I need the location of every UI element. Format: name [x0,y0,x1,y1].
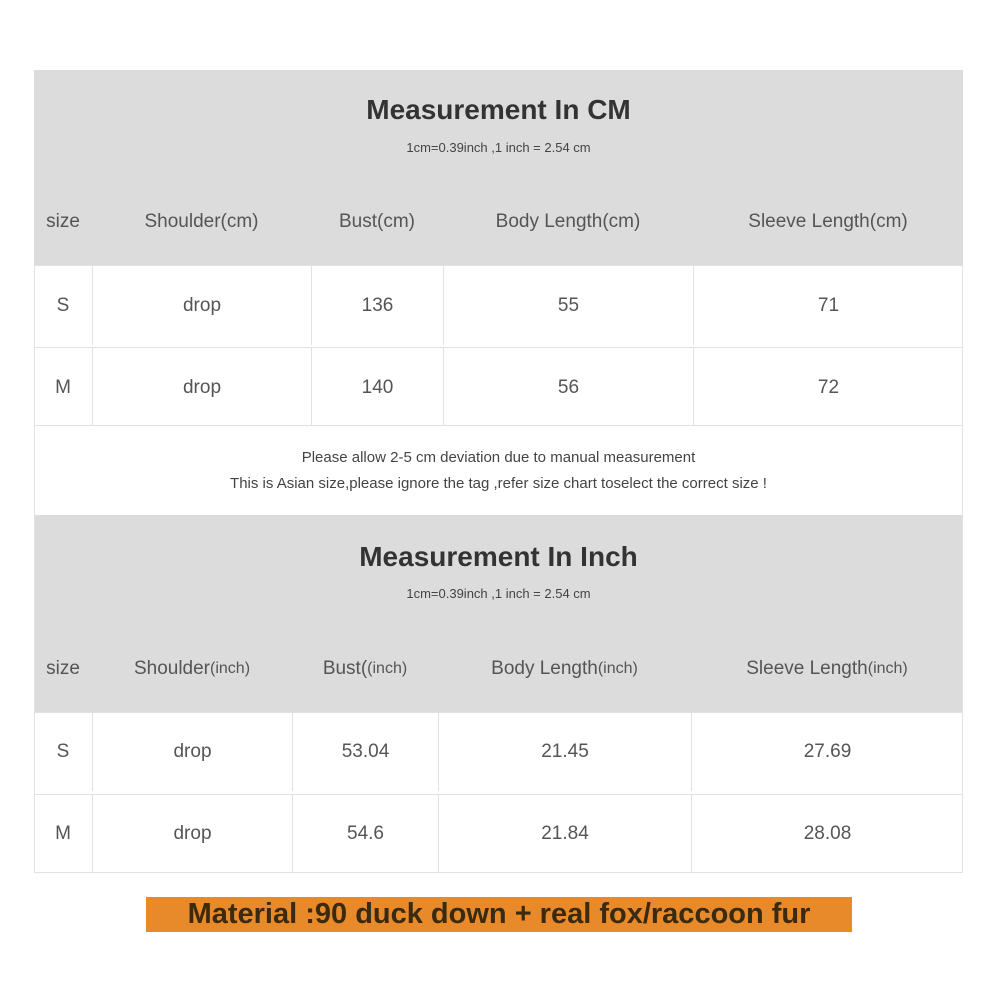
header-unit: (inch) [597,660,638,677]
header-unit: (inch) [367,660,408,677]
cell-sleeve-length: 28.08 [691,795,963,873]
cell-bust: 53.04 [292,713,438,791]
header-label: Sleeve Length(cm) [748,211,908,232]
header-size: size [34,649,92,689]
header-shoulder: Shoulder (inch) [92,649,292,689]
cell-shoulder: drop [92,348,311,427]
header-shoulder: Shoulder(cm) [92,202,311,242]
header-label: Shoulder(cm) [144,211,259,232]
header-sleeve-length: Sleeve Length(cm) [693,202,963,242]
cell-shoulder: drop [92,713,292,791]
cell-body-length: 21.45 [438,713,691,791]
cell-size: S [56,294,70,316]
inch-column-headers: size Shoulder (inch) Bust((inch) Body Length… [34,649,963,689]
note-line-2: This is Asian size,please ignore the tag… [230,475,767,492]
material-banner: Material :90 duck down + real fox/raccoo… [146,897,852,932]
cm-table-subtitle: 1cm=0.39inch ,1 inch = 2.54 cm [406,140,591,155]
deviation-note: Please allow 2-5 cm deviation due to man… [34,425,963,515]
cm-table-title: Measurement In CM [366,94,631,125]
header-label: Bust( [322,658,368,679]
inch-table-title: Measurement In Inch [359,541,638,572]
cell-bust: 54.6 [292,795,438,873]
cell-shoulder: drop [92,795,292,873]
cell-body-length: 56 [443,348,693,427]
inch-table-subtitle: 1cm=0.39inch ,1 inch = 2.54 cm [406,586,591,601]
cm-column-headers: size Shoulder(cm) Bust(cm) Body Length(cm) S… [34,202,963,242]
cell-sleeve-length: 27.69 [691,713,963,791]
note-line-1: Please allow 2-5 cm deviation due to man… [301,449,696,466]
header-label: Bust(cm) [339,211,415,232]
cell-body-length: 55 [443,266,693,345]
header-label: Shoulder [133,658,211,679]
cell-bust: 140 [311,348,443,427]
header-unit: (inch) [867,660,908,677]
header-label: size [46,658,80,679]
header-label: Sleeve Length [746,658,868,679]
header-label: Body Length(cm) [495,211,641,232]
header-body-length: Body Length(cm) [443,202,693,242]
header-unit: (inch) [210,660,251,677]
header-label: Body Length [491,658,598,679]
header-size: size [34,202,92,242]
cell-size: M [55,376,71,398]
cm-table-header: Measurement In CM 1cm=0.39inch ,1 inch =… [34,70,963,265]
cell-bust: 136 [311,266,443,345]
header-bust: Bust(cm) [311,202,443,242]
cell-sleeve-length: 71 [693,266,963,345]
header-bust: Bust((inch) [292,649,438,689]
inch-table-header: Measurement In Inch 1cm=0.39inch ,1 inch… [34,515,963,712]
cell-sleeve-length: 72 [693,348,963,427]
header-sleeve-length: Sleeve Length (inch) [691,649,963,689]
cell-size: S [56,741,70,762]
header-label: size [46,211,80,232]
cell-body-length: 21.84 [438,795,691,873]
cell-shoulder: drop [92,266,311,345]
cell-size: M [55,823,71,844]
header-body-length: Body Length (inch) [438,649,691,689]
